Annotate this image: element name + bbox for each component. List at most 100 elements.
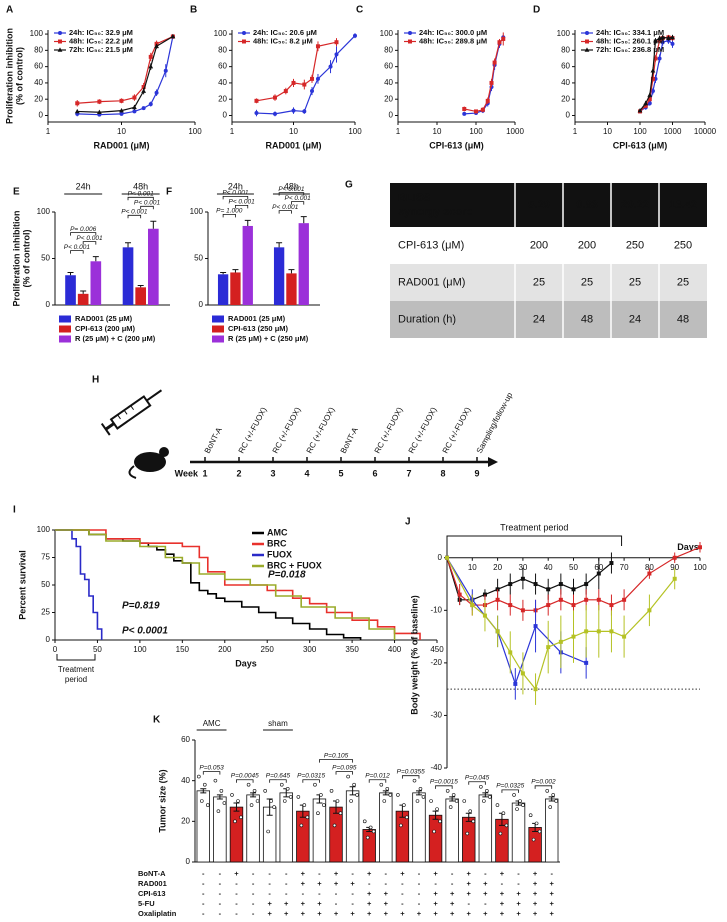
design-sign: + bbox=[533, 909, 538, 918]
marker bbox=[470, 603, 475, 608]
design-sign: - bbox=[202, 889, 205, 898]
marker bbox=[622, 597, 627, 602]
bar bbox=[379, 792, 393, 863]
design-sign: + bbox=[433, 909, 438, 918]
design-sign: + bbox=[467, 909, 472, 918]
bar bbox=[445, 798, 459, 863]
design-sign: - bbox=[318, 889, 321, 898]
marker bbox=[283, 89, 288, 94]
bar bbox=[230, 272, 241, 305]
event-label: RC (+/-FUOX) bbox=[441, 405, 473, 454]
bar bbox=[329, 806, 343, 863]
treatment-bracket bbox=[56, 654, 96, 661]
error-bar bbox=[276, 242, 283, 248]
legend-label: RAD001 (25 μM) bbox=[228, 314, 286, 323]
week-label: 5 bbox=[338, 468, 343, 478]
error-bar bbox=[216, 794, 223, 800]
design-sign: + bbox=[433, 889, 438, 898]
bar bbox=[90, 261, 102, 305]
design-sign: - bbox=[351, 889, 354, 898]
y-tick-label: 60 bbox=[181, 735, 190, 744]
marker bbox=[670, 34, 675, 40]
marker bbox=[660, 34, 666, 40]
design-sign: + bbox=[400, 869, 405, 878]
design-sign: + bbox=[234, 869, 239, 878]
x-tick-label: 20 bbox=[493, 563, 502, 572]
bar bbox=[242, 225, 253, 305]
data-point bbox=[515, 807, 519, 811]
significance-bracket bbox=[291, 201, 305, 205]
error-bar bbox=[200, 788, 207, 794]
significance-bracket bbox=[269, 779, 287, 783]
marker bbox=[310, 89, 315, 94]
x-tick-label: 250 bbox=[261, 645, 275, 654]
table-row bbox=[390, 264, 707, 301]
data-point bbox=[528, 813, 533, 818]
y-tick-label: 60 bbox=[384, 62, 393, 71]
design-sign: + bbox=[384, 899, 389, 908]
x-tick-label: 90 bbox=[670, 563, 679, 572]
marker bbox=[520, 576, 525, 581]
y-axis-label: Proliferation inhibition bbox=[4, 28, 14, 124]
marker bbox=[670, 41, 675, 46]
panel-label: K bbox=[153, 715, 161, 726]
design-sign: - bbox=[285, 879, 288, 888]
design-sign: - bbox=[252, 889, 255, 898]
y-tick-label: 20 bbox=[218, 94, 227, 103]
design-sign: + bbox=[367, 899, 372, 908]
error-bar bbox=[232, 269, 239, 273]
marker bbox=[132, 95, 137, 100]
marker bbox=[75, 101, 80, 106]
x-tick-label: 1 bbox=[573, 127, 578, 136]
data-point bbox=[236, 799, 240, 803]
x-tick-label: 350 bbox=[345, 645, 359, 654]
annotation: P< 0.001 bbox=[121, 209, 148, 216]
marker bbox=[485, 98, 490, 103]
data-point bbox=[429, 799, 433, 803]
bar bbox=[312, 798, 327, 863]
significance-bracket bbox=[501, 789, 519, 793]
marker bbox=[546, 603, 551, 608]
week-label: 8 bbox=[440, 468, 445, 478]
x-tick-label: 50 bbox=[93, 645, 102, 654]
significance-bracket bbox=[127, 214, 142, 219]
y-tick-label: 40 bbox=[561, 78, 570, 87]
x-tick-label: 150 bbox=[176, 645, 190, 654]
data-point bbox=[249, 803, 254, 807]
design-sign: - bbox=[202, 869, 205, 878]
marker bbox=[57, 47, 63, 52]
data-point bbox=[438, 819, 442, 824]
marker bbox=[653, 56, 658, 61]
cell: 5.29 bbox=[528, 199, 549, 211]
x-tick-label: 10 bbox=[603, 127, 612, 136]
cell: 48 bbox=[677, 313, 689, 325]
event-label: BoNT-A bbox=[203, 425, 224, 455]
table-row bbox=[390, 227, 707, 264]
y-tick-label: -40 bbox=[430, 763, 442, 772]
design-sign: - bbox=[252, 899, 255, 908]
syringe-icon bbox=[100, 389, 163, 436]
design-sign: - bbox=[252, 869, 255, 878]
y-tick-label: 80 bbox=[218, 45, 227, 54]
annotation: P< 0.001 bbox=[76, 235, 103, 242]
marker bbox=[408, 39, 412, 44]
marker bbox=[657, 56, 662, 61]
design-sign: - bbox=[219, 889, 222, 898]
row-label: synergy score bbox=[398, 206, 473, 218]
error-bar bbox=[150, 220, 157, 229]
marker bbox=[584, 629, 589, 634]
annotation: P=0.045 bbox=[465, 774, 490, 781]
significance-bracket bbox=[278, 210, 292, 214]
x-tick-label: 0 bbox=[53, 645, 58, 654]
design-sign: - bbox=[285, 889, 288, 898]
marker bbox=[462, 111, 467, 116]
cell: 25 bbox=[581, 276, 593, 288]
design-sign: + bbox=[367, 909, 372, 918]
annotation: P=0.002 bbox=[531, 779, 556, 786]
y-tick-label: 40 bbox=[218, 78, 227, 87]
marker bbox=[609, 603, 614, 608]
design-sign: - bbox=[219, 869, 222, 878]
data-point bbox=[501, 811, 506, 816]
design-sign: + bbox=[450, 909, 455, 918]
row-label: CPI-613 (μM) bbox=[398, 239, 464, 251]
